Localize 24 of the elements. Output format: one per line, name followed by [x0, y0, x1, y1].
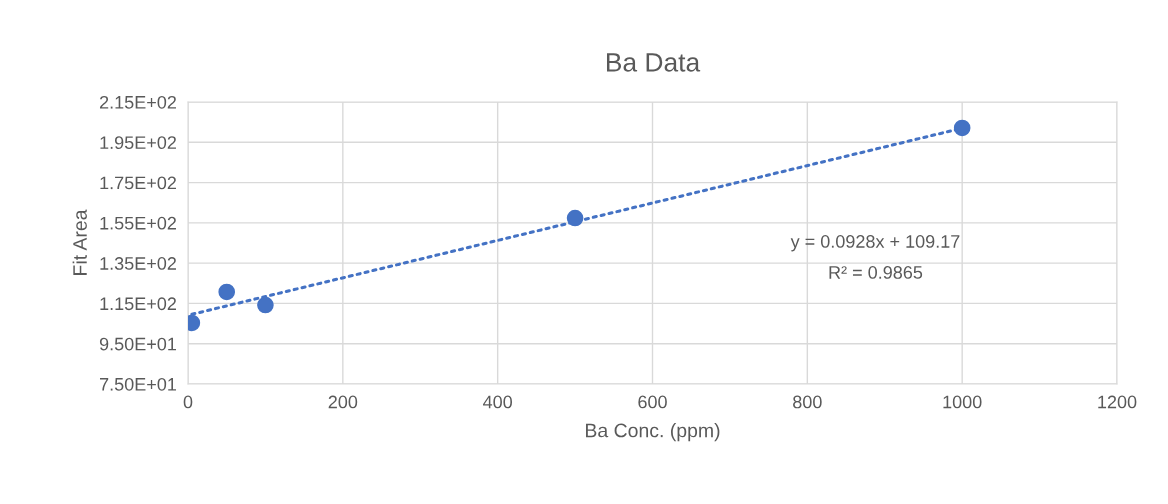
y-tick-label: 7.50E+01 [100, 377, 177, 391]
point [566, 209, 584, 227]
point [218, 283, 236, 301]
point [953, 119, 971, 137]
y-tick-label: 2.15E+02 [99, 95, 176, 109]
y-tick-label: 9.50E+01 [99, 337, 177, 351]
x-tick-label: 0 [183, 395, 193, 409]
x-tick-label: 1200 [1098, 395, 1137, 409]
y-tick-label: 1.35E+02 [100, 257, 176, 270]
y-axis-title: Fit Area [72, 209, 87, 275]
x-tick-label: 800 [793, 395, 822, 409]
y-tick-label: 1.15E+02 [100, 297, 176, 311]
x-tick-label: 1000 [943, 395, 982, 409]
y-tick-label: 1.55E+02 [100, 216, 176, 230]
annotation: y = 0.0928x + 109.17 [790, 235, 960, 252]
point [257, 296, 274, 314]
x-tick-label: 200 [328, 395, 358, 409]
x-axis-title: Ba Conc. (ppm) [586, 423, 720, 442]
y-tick-label: 1.95E+02 [100, 136, 176, 150]
x-tick-label: 400 [483, 395, 513, 409]
y-tick-label: 1.75E+02 [100, 176, 176, 190]
x-tick-label: 600 [638, 395, 667, 409]
annotation: R² = 0.9865 [829, 266, 923, 279]
chart-title: Ba Data [606, 53, 701, 72]
